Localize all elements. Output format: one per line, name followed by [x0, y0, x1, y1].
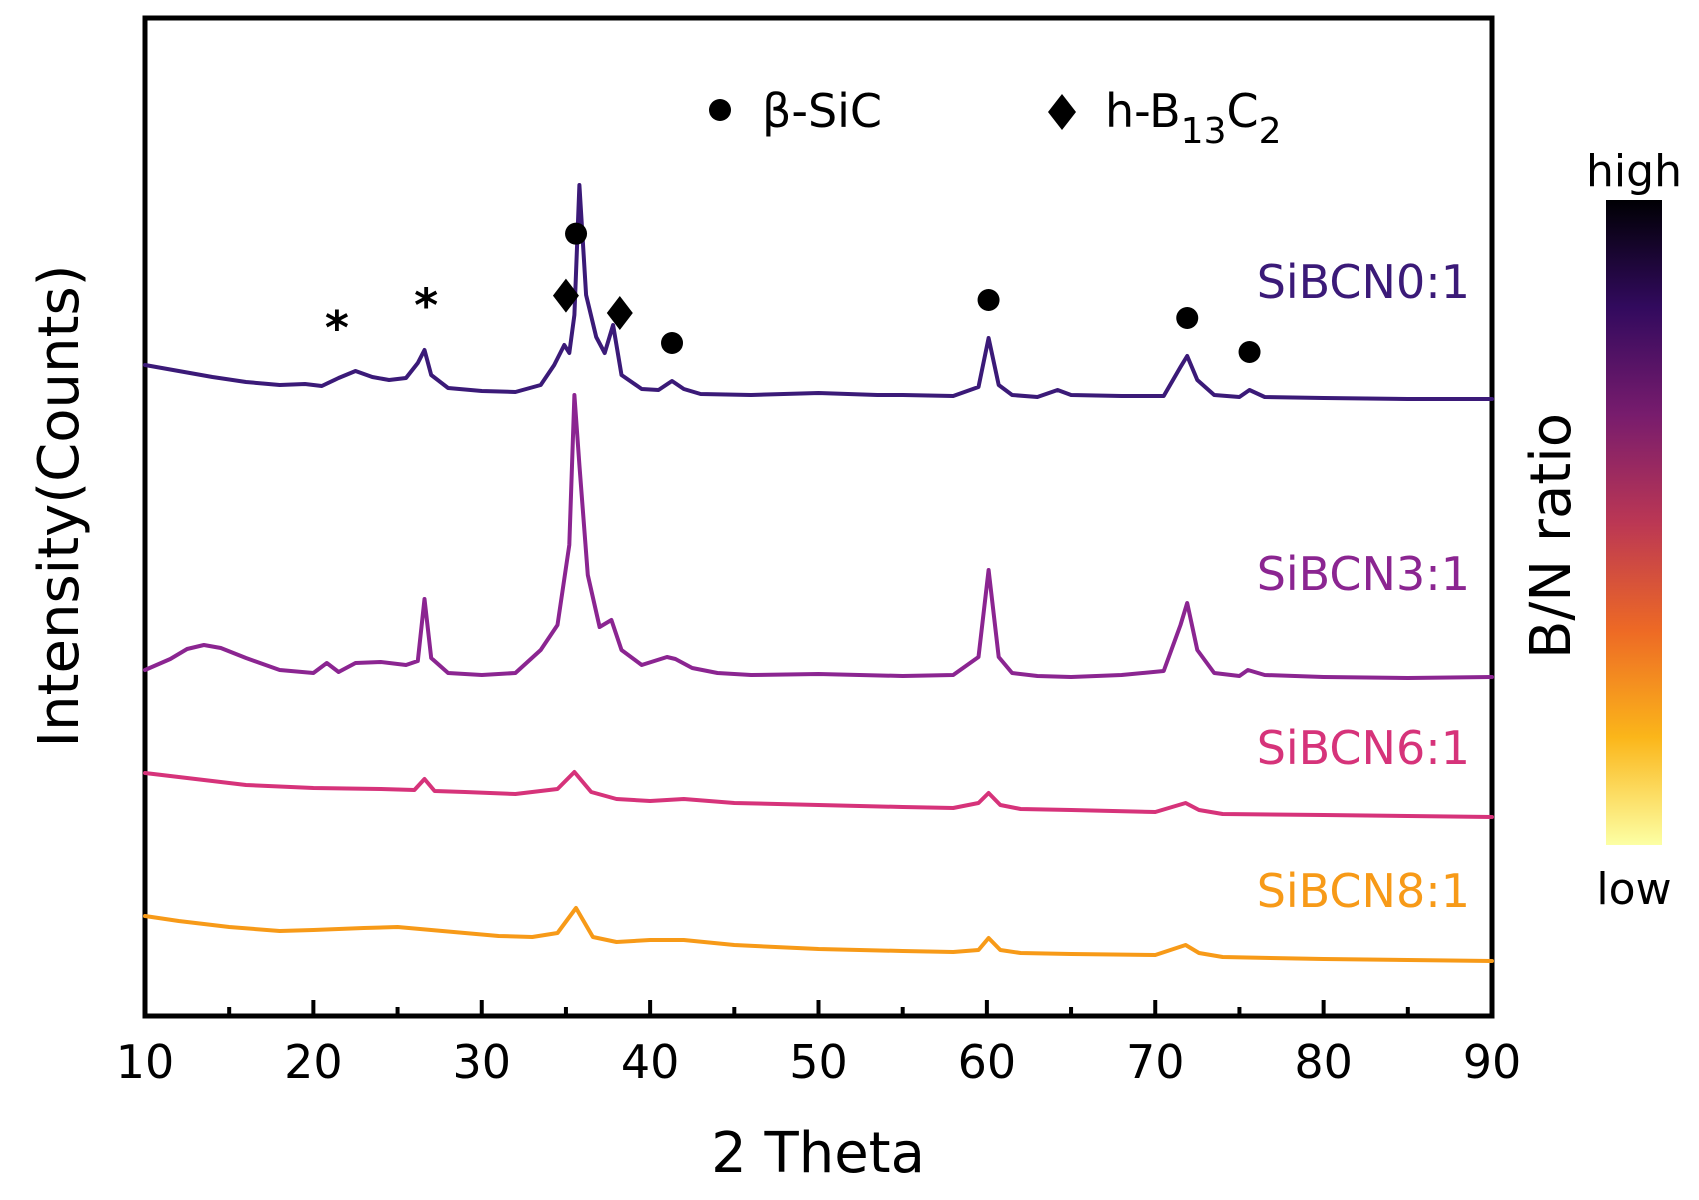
series-line-sibcn3-1 [143, 393, 1494, 680]
b13c2-peak-diamond-marker [606, 296, 633, 330]
asterisk-peak-marker: * [414, 278, 438, 332]
x-tick-label: 90 [1463, 1035, 1522, 1089]
x-tick-label: 10 [116, 1035, 175, 1089]
series-label: SiBCN3:1 [1257, 547, 1470, 601]
x-tick-label: 70 [1126, 1035, 1185, 1089]
peak-markers: * * [325, 222, 1261, 363]
b13c2-peak-diamond-marker [552, 278, 579, 313]
colorbar-title: B/N ratio [1519, 413, 1584, 659]
colorbar: high low B/N ratio [1519, 146, 1682, 915]
x-tick-label: 20 [284, 1035, 343, 1089]
asterisk-peak-marker: * [325, 301, 349, 355]
sic-peak-circle-marker [1238, 341, 1261, 363]
x-tick-label: 60 [958, 1035, 1017, 1089]
sic-peak-circle-marker [661, 332, 684, 354]
data-series [143, 183, 1494, 963]
series-line-sibcn0-1 [143, 183, 1494, 401]
x-tick-label: 30 [452, 1035, 511, 1089]
x-tick-label: 80 [1294, 1035, 1353, 1089]
sic-peak-circle-marker [1176, 307, 1199, 329]
colorbar-low-label: low [1596, 864, 1671, 915]
series-label: SiBCN0:1 [1257, 255, 1470, 309]
colorbar-gradient [1606, 200, 1662, 845]
sic-peak-circle-marker [565, 222, 588, 245]
legend: β-SiC h-B13C2 [709, 84, 1282, 152]
legend-label-sic: β-SiC [762, 84, 882, 138]
x-axis-title: 2 Theta [711, 1121, 925, 1186]
legend-label-b13c2: h-B13C2 [1105, 84, 1282, 152]
x-tick-label: 40 [621, 1035, 680, 1089]
legend-diamond-icon [1048, 94, 1076, 130]
legend-b13c2-sub2: 2 [1259, 111, 1282, 152]
series-line-sibcn6-1 [143, 770, 1494, 819]
legend-b13c2-mid: C [1226, 84, 1258, 138]
colorbar-high-label: high [1586, 146, 1682, 197]
y-axis-title: Intensity(Counts) [27, 265, 92, 748]
legend-b13c2-sub1: 13 [1181, 111, 1227, 152]
x-axis-ticks [143, 1000, 1494, 1016]
legend-b13c2-prefix: h-B [1105, 84, 1181, 138]
series-line-sibcn8-1 [143, 906, 1494, 963]
series-label: SiBCN6:1 [1257, 721, 1470, 775]
legend-circle-icon [709, 99, 731, 121]
x-axis-tick-labels: 10 20 30 40 50 60 70 80 90 [116, 1035, 1522, 1089]
series-labels: SiBCN0:1 SiBCN3:1 SiBCN6:1 SiBCN8:1 [1257, 255, 1470, 918]
series-label: SiBCN8:1 [1257, 864, 1470, 918]
sic-peak-circle-marker [977, 289, 1000, 311]
x-tick-label: 50 [789, 1035, 848, 1089]
